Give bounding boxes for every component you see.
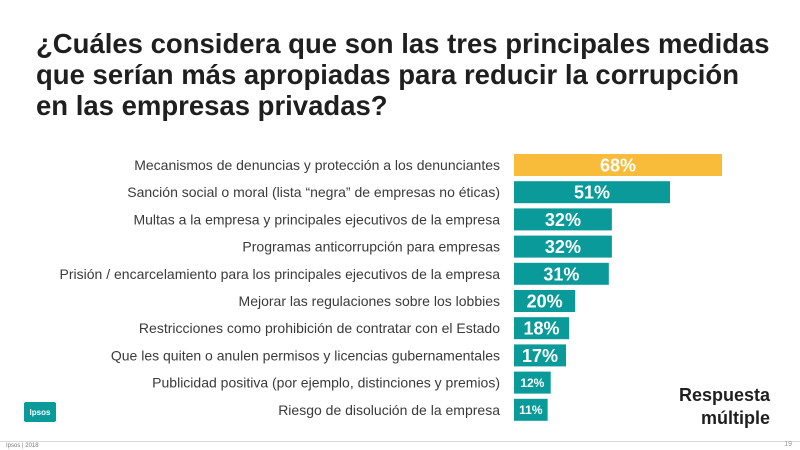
logo-text: Ipsos xyxy=(29,407,51,417)
bar-value-label: 20% xyxy=(527,291,563,311)
bar-value-label: 68% xyxy=(600,155,636,175)
category-label: Mejorar las regulaciones sobre los lobbi… xyxy=(239,293,500,309)
footer-divider xyxy=(0,441,800,442)
bar xyxy=(514,235,612,258)
category-label: Multas a la empresa y principales ejecut… xyxy=(133,211,500,227)
multiple-response-note: Respuesta múltiple xyxy=(679,384,770,430)
category-label: Publicidad positiva (por ejemplo, distin… xyxy=(152,375,500,391)
category-label: Programas anticorrupción para empresas xyxy=(242,239,500,255)
bar-value-label: 11% xyxy=(519,403,543,417)
bar-value-label: 32% xyxy=(545,210,581,230)
bar-value-label: 51% xyxy=(574,183,610,203)
bar xyxy=(514,181,670,204)
bar-value-label: 17% xyxy=(522,346,558,366)
category-label: Prisión / encarcelamiento para los princ… xyxy=(60,266,501,282)
bar xyxy=(514,290,576,312)
note-line-1: Respuesta xyxy=(678,385,770,405)
slide-title: ¿Cuáles considera que son las tres princ… xyxy=(36,28,770,121)
bar xyxy=(514,344,566,367)
bar-value-label: 18% xyxy=(524,319,560,339)
category-label: Que les quiten o anulen permisos y licen… xyxy=(111,347,500,363)
ipsos-logo: Ipsos xyxy=(24,402,56,422)
copyright: Ipsos | 2018 xyxy=(6,443,39,449)
bar xyxy=(514,262,609,285)
page-number: 19 xyxy=(784,441,792,448)
bar xyxy=(514,371,551,394)
bar xyxy=(514,317,570,340)
bar-value-label: 12% xyxy=(520,376,544,390)
bar xyxy=(514,208,612,231)
note-line-2: múltiple xyxy=(700,408,770,428)
category-label: Restricciones como prohibición de contra… xyxy=(139,320,500,336)
category-label: Mecanismos de denuncias y protección a l… xyxy=(134,157,500,173)
category-label: Sanción social o moral (lista “negra” de… xyxy=(127,184,500,200)
bar xyxy=(514,398,548,421)
bar-value-label: 31% xyxy=(543,264,579,284)
bar xyxy=(514,154,722,176)
category-label: Riesgo de disolución de la empresa xyxy=(278,402,500,418)
bar-value-label: 32% xyxy=(545,237,581,257)
